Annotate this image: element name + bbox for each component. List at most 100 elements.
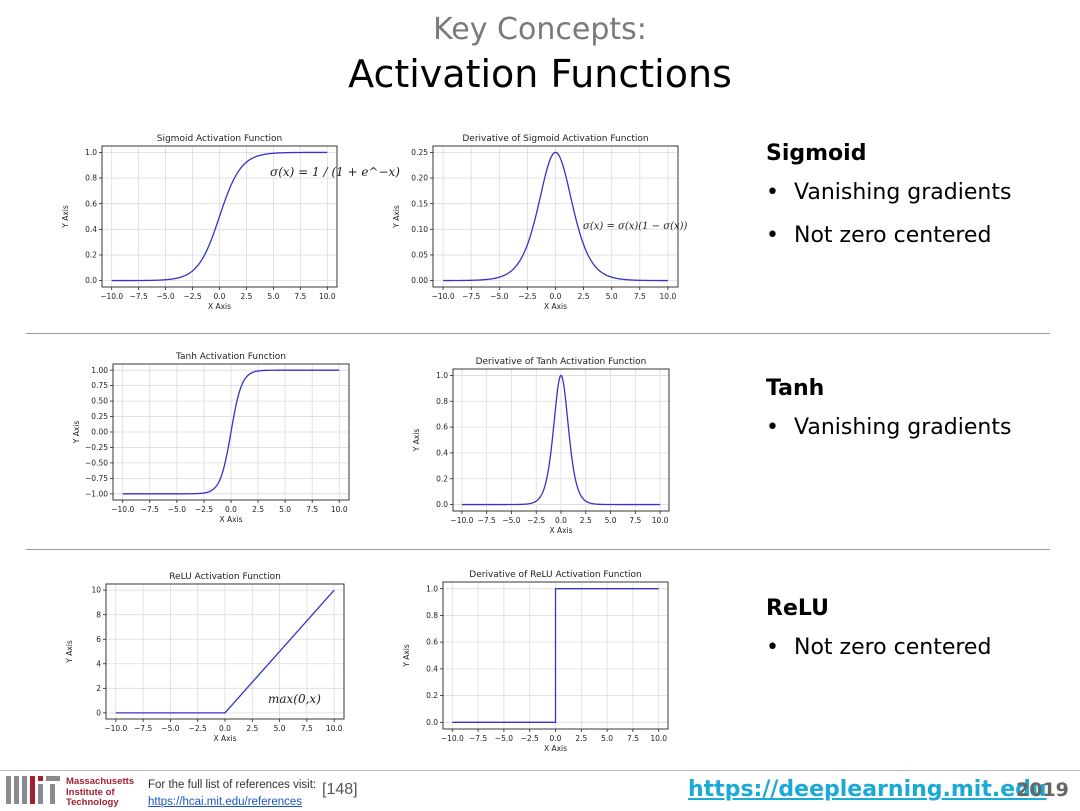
y-tick-label: 0.0 bbox=[436, 500, 448, 509]
section-tanh: Tanh Vanishing gradients bbox=[766, 376, 1011, 458]
x-tick-label: −2.5 bbox=[195, 505, 213, 514]
x-axis-label: X Axis bbox=[549, 526, 572, 535]
x-tick-label: −2.5 bbox=[527, 516, 545, 525]
x-tick-label: −10.0 bbox=[441, 734, 464, 743]
x-tick-label: 7.5 bbox=[629, 516, 641, 525]
x-tick-label: 0.0 bbox=[219, 724, 231, 733]
y-tick-label: 0.25 bbox=[411, 148, 428, 157]
y-tick-label: 0.50 bbox=[91, 397, 108, 406]
y-tick-label: 10 bbox=[91, 586, 101, 595]
x-tick-label: −7.5 bbox=[469, 734, 487, 743]
institute-line: Institute of bbox=[66, 786, 115, 798]
x-tick-label: −2.5 bbox=[183, 292, 201, 301]
y-tick-label: 0.4 bbox=[85, 225, 97, 234]
chart-title: Derivative of ReLU Activation Function bbox=[469, 570, 641, 580]
y-tick-label: −0.50 bbox=[85, 459, 108, 468]
y-tick-label: 0.20 bbox=[411, 174, 428, 183]
x-tick-label: −7.5 bbox=[134, 724, 152, 733]
x-tick-label: −5.0 bbox=[156, 292, 174, 301]
slide-title: Activation Functions bbox=[348, 52, 732, 96]
section-heading: Tanh bbox=[766, 376, 825, 401]
bullet-item: Not zero centered bbox=[766, 223, 1011, 248]
plot-frame bbox=[452, 368, 670, 512]
y-axis-label: Y Axis bbox=[392, 205, 401, 229]
x-tick-label: 0.0 bbox=[550, 292, 562, 301]
x-tick-label: −2.5 bbox=[518, 292, 536, 301]
x-tick-label: 5.0 bbox=[279, 505, 291, 514]
x-tick-label: −2.5 bbox=[189, 724, 207, 733]
x-tick-label: −10.0 bbox=[450, 516, 473, 525]
x-tick-label: 10.0 bbox=[650, 734, 667, 743]
series-line bbox=[122, 369, 340, 495]
section-divider bbox=[26, 333, 1050, 334]
y-tick-label: 1.0 bbox=[436, 371, 448, 380]
x-tick-label: 7.5 bbox=[306, 505, 318, 514]
x-tick-label: −5.0 bbox=[490, 292, 508, 301]
y-tick-label: 0.6 bbox=[426, 638, 438, 647]
x-tick-label: 5.0 bbox=[605, 516, 617, 525]
chart-title: Tanh Activation Function bbox=[175, 352, 286, 362]
y-tick-label: 0.00 bbox=[91, 428, 108, 437]
institute-line: Massachusetts bbox=[66, 776, 135, 787]
chart-title: Sigmoid Activation Function bbox=[157, 134, 282, 144]
y-axis-label: Y Axis bbox=[402, 644, 411, 668]
series-line bbox=[461, 374, 661, 506]
x-tick-label: 10.0 bbox=[326, 724, 343, 733]
x-tick-label: 10.0 bbox=[331, 505, 348, 514]
y-tick-label: 6 bbox=[96, 635, 101, 644]
y-tick-label: −0.75 bbox=[85, 474, 108, 483]
institute-name: Massachusetts Institute of Technology bbox=[66, 776, 135, 809]
y-tick-label: 0.2 bbox=[85, 251, 97, 260]
x-tick-label: −5.0 bbox=[161, 724, 179, 733]
y-tick-label: 2 bbox=[96, 684, 101, 693]
x-tick-label: 2.5 bbox=[252, 505, 264, 514]
year-label: 2019 bbox=[1016, 779, 1069, 801]
chart-title: ReLU Activation Function bbox=[169, 572, 281, 582]
x-tick-label: 0.0 bbox=[555, 516, 567, 525]
y-tick-label: −1.00 bbox=[85, 489, 108, 498]
x-tick-label: 0.0 bbox=[550, 734, 562, 743]
x-tick-label: 10.0 bbox=[652, 516, 669, 525]
x-tick-label: 0.0 bbox=[225, 505, 237, 514]
course-website-link[interactable]: https://deeplearning.mit.edu bbox=[688, 777, 1047, 802]
mit-logo-icon bbox=[6, 776, 60, 804]
x-axis-label: X Axis bbox=[219, 515, 242, 524]
y-axis-label: Y Axis bbox=[65, 640, 74, 664]
x-tick-label: 10.0 bbox=[660, 292, 677, 301]
plot-frame bbox=[105, 583, 345, 720]
x-tick-label: 2.5 bbox=[246, 724, 258, 733]
x-axis-label: X Axis bbox=[544, 744, 567, 753]
x-tick-label: 7.5 bbox=[627, 734, 639, 743]
plot-frame bbox=[442, 581, 669, 730]
y-tick-label: 0.00 bbox=[411, 276, 428, 285]
y-tick-label: 0.8 bbox=[426, 611, 438, 620]
reference-number: [148] bbox=[322, 781, 358, 798]
y-tick-label: 0.15 bbox=[411, 199, 428, 208]
x-tick-label: 5.0 bbox=[274, 724, 286, 733]
references-link[interactable]: https://hcai.mit.edu/references bbox=[148, 796, 303, 808]
x-tick-label: 10.0 bbox=[319, 292, 336, 301]
x-tick-label: −10.0 bbox=[104, 724, 127, 733]
x-tick-label: −7.5 bbox=[130, 292, 148, 301]
y-tick-label: −0.25 bbox=[85, 443, 108, 452]
sigmoid-chart: −10.0 −7.5 −5.0 −2.5 0.0 2.5 5.0 7.5 10.0 0.0 0.2 0… bbox=[61, 134, 400, 311]
series-line bbox=[115, 589, 335, 714]
section-sigmoid: Sigmoid Vanishing gradients Not zero cen… bbox=[766, 141, 1011, 266]
x-tick-label: −2.5 bbox=[521, 734, 539, 743]
x-tick-label: −10.0 bbox=[100, 292, 123, 301]
y-tick-label: 0.6 bbox=[85, 199, 97, 208]
tanh-chart: −10.0 −7.5 −5.0 −2.5 0.0 2.5 5.0 7.5 10.0 −1.00 −0… bbox=[72, 352, 350, 524]
formula-annotation: max(0,x) bbox=[268, 692, 321, 706]
section-heading: Sigmoid bbox=[766, 141, 867, 166]
x-axis-label: X Axis bbox=[213, 734, 236, 743]
reference-note: For the full list of references visit: h… bbox=[148, 777, 316, 811]
x-tick-label: 7.5 bbox=[301, 724, 313, 733]
y-tick-label: 8 bbox=[96, 610, 101, 619]
y-tick-label: 0.2 bbox=[426, 691, 438, 700]
bullet-item: Vanishing gradients bbox=[766, 415, 1011, 440]
bullet-item: Vanishing gradients bbox=[766, 180, 1011, 205]
series-line bbox=[111, 151, 328, 282]
y-tick-label: 0.6 bbox=[436, 423, 448, 432]
y-tick-label: 1.0 bbox=[426, 584, 438, 593]
x-tick-label: −10.0 bbox=[432, 292, 455, 301]
